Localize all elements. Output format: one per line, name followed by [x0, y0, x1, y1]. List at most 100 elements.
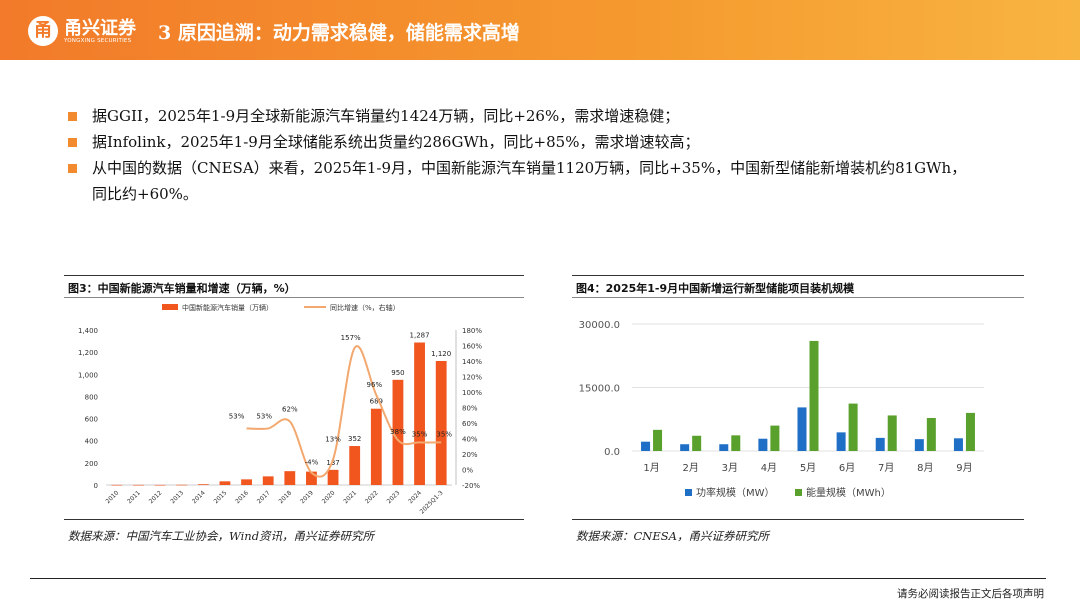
legend-power-label: 功率规模（MW） [696, 486, 775, 499]
energy-bar [731, 435, 741, 451]
growth-label: 38% [390, 428, 406, 436]
company-logo: 甬 甬兴证券 YONGXING SECURITIES [28, 14, 148, 48]
x-tick-label: 2012 [148, 489, 164, 505]
x-tick-label: 2017 [256, 489, 272, 505]
sales-bar [435, 361, 447, 485]
growth-label: 35% [412, 430, 428, 438]
legend-bar-swatch [162, 304, 178, 310]
sales-bar [370, 408, 382, 485]
y-tick-label: 600 [85, 416, 98, 424]
y2-tick-label: 0% [462, 467, 473, 475]
divider [64, 297, 524, 298]
x-tick-label: 1月 [643, 462, 659, 474]
y-tick-label: 200 [85, 460, 98, 468]
bullet-square-icon [68, 138, 77, 147]
sales-bar [133, 484, 144, 486]
energy-bar [848, 403, 858, 451]
y2-tick-label: 100% [462, 389, 482, 397]
power-bar [836, 432, 846, 451]
x-tick-label: 2010 [104, 489, 120, 505]
y-tick-label: 30000.0 [579, 320, 620, 331]
x-tick-label: 2015 [213, 489, 229, 505]
x-tick-label: 8月 [917, 462, 933, 474]
footer-disclaimer: 请务必阅读报告正文后各项声明 [897, 588, 1044, 600]
legend-line-label: 同比增速（%，右轴） [330, 303, 400, 312]
sales-bar-label: 689 [370, 398, 383, 406]
sales-bar [284, 471, 296, 485]
y2-tick-label: -20% [462, 482, 480, 490]
figure-3-source: 数据来源：中国汽车工业协会，Wind资讯，甬兴证券研究所 [68, 529, 375, 543]
growth-label: 53% [256, 412, 272, 420]
bullet-item: 从中国的数据（CNESA）来看，2025年1-9月，中国新能源汽车销量1120万… [68, 155, 968, 207]
sales-bar [349, 446, 361, 485]
energy-bar [770, 425, 780, 451]
growth-label: 157% [341, 334, 361, 342]
bullet-list: 据GGII，2025年1-9月全球新能源汽车销量约1424万辆，同比+26%，需… [68, 103, 968, 207]
y-tick-label: 1,200 [78, 349, 98, 357]
y2-tick-label: 140% [462, 358, 482, 366]
sales-bar [392, 379, 404, 485]
bullet-item: 据GGII，2025年1-9月全球新能源汽车销量约1424万辆，同比+26%，需… [68, 103, 968, 129]
x-tick-label: 7月 [878, 462, 894, 474]
sales-bar [197, 484, 209, 485]
y2-tick-label: 80% [462, 405, 478, 413]
power-bar [641, 441, 651, 451]
x-tick-label: 2025Q1-3 [419, 489, 445, 515]
energy-bar [809, 340, 819, 451]
figure-3-panel: 图3：中国新能源汽车销量和增速（万辆，%） 中国新能源汽车销量（万辆） 同比增速（… [64, 275, 524, 520]
x-tick-label: 3月 [722, 462, 738, 474]
sales-bar [262, 476, 274, 485]
legend-power-swatch [685, 489, 692, 496]
x-tick-label: 2月 [682, 462, 698, 474]
logo-cn-text: 甬兴证券 [64, 18, 136, 39]
energy-bar [692, 435, 702, 451]
growth-line [246, 345, 442, 478]
x-tick-label: 2020 [321, 489, 337, 505]
x-tick-label: 2014 [191, 489, 207, 505]
y-tick-label: 0 [94, 482, 98, 490]
y2-tick-label: 20% [462, 451, 478, 459]
x-tick-label: 2018 [277, 489, 293, 505]
divider [572, 297, 1024, 298]
y-tick-label: 800 [85, 393, 98, 401]
x-tick-label: 9月 [956, 462, 972, 474]
sales-bar-label: 1,120 [431, 350, 451, 358]
sales-bar-label: 1,287 [410, 332, 430, 340]
sales-bar [414, 342, 425, 485]
growth-label: 13% [325, 435, 341, 443]
x-tick-label: 2022 [364, 489, 380, 505]
sales-bar [241, 479, 252, 485]
energy-bar [926, 417, 936, 451]
x-tick-label: 6月 [839, 462, 855, 474]
x-tick-label: 2016 [234, 489, 250, 505]
legend-energy-label: 能量规模（MWh） [806, 486, 891, 499]
sales-bar-label: 352 [348, 435, 361, 443]
logo-mark-icon: 甬 [28, 16, 58, 46]
bullet-square-icon [68, 112, 77, 121]
bullet-item: 据Infolink，2025年1-9月全球储能系统出货量约286GWh，同比+8… [68, 129, 968, 155]
x-tick-label: 2023 [386, 489, 402, 505]
sales-bar-label: 137 [326, 459, 339, 467]
growth-label: 53% [229, 412, 245, 420]
x-tick-label: 2024 [407, 489, 423, 505]
x-tick-label: 2013 [169, 489, 185, 505]
logo-en-text: YONGXING SECURITIES [64, 38, 132, 44]
power-bar [914, 439, 924, 451]
power-bar [680, 444, 690, 451]
x-tick-label: 4月 [761, 462, 777, 474]
y2-tick-label: 180% [462, 327, 482, 335]
y2-tick-label: 60% [462, 420, 478, 428]
energy-bar [887, 415, 897, 451]
x-tick-label: 5月 [800, 462, 816, 474]
x-tick-label: 2011 [126, 489, 142, 505]
growth-label: 35% [436, 430, 452, 438]
energy-bar [965, 412, 975, 451]
storage-install-chart: 0.0 15000.0 30000.0 1月 2月 3月 4月 5月 6月 7月 8月 9月功率规模（… [579, 320, 984, 499]
figure-3-title: 图3：中国新能源汽车销量和增速（万辆，%） [68, 282, 296, 295]
power-bar [719, 444, 729, 451]
power-bar [797, 407, 807, 451]
y-tick-label: 400 [85, 438, 98, 446]
sales-bar [306, 471, 317, 485]
growth-label: 96% [367, 381, 383, 389]
y-tick-label: 1,400 [78, 327, 98, 335]
